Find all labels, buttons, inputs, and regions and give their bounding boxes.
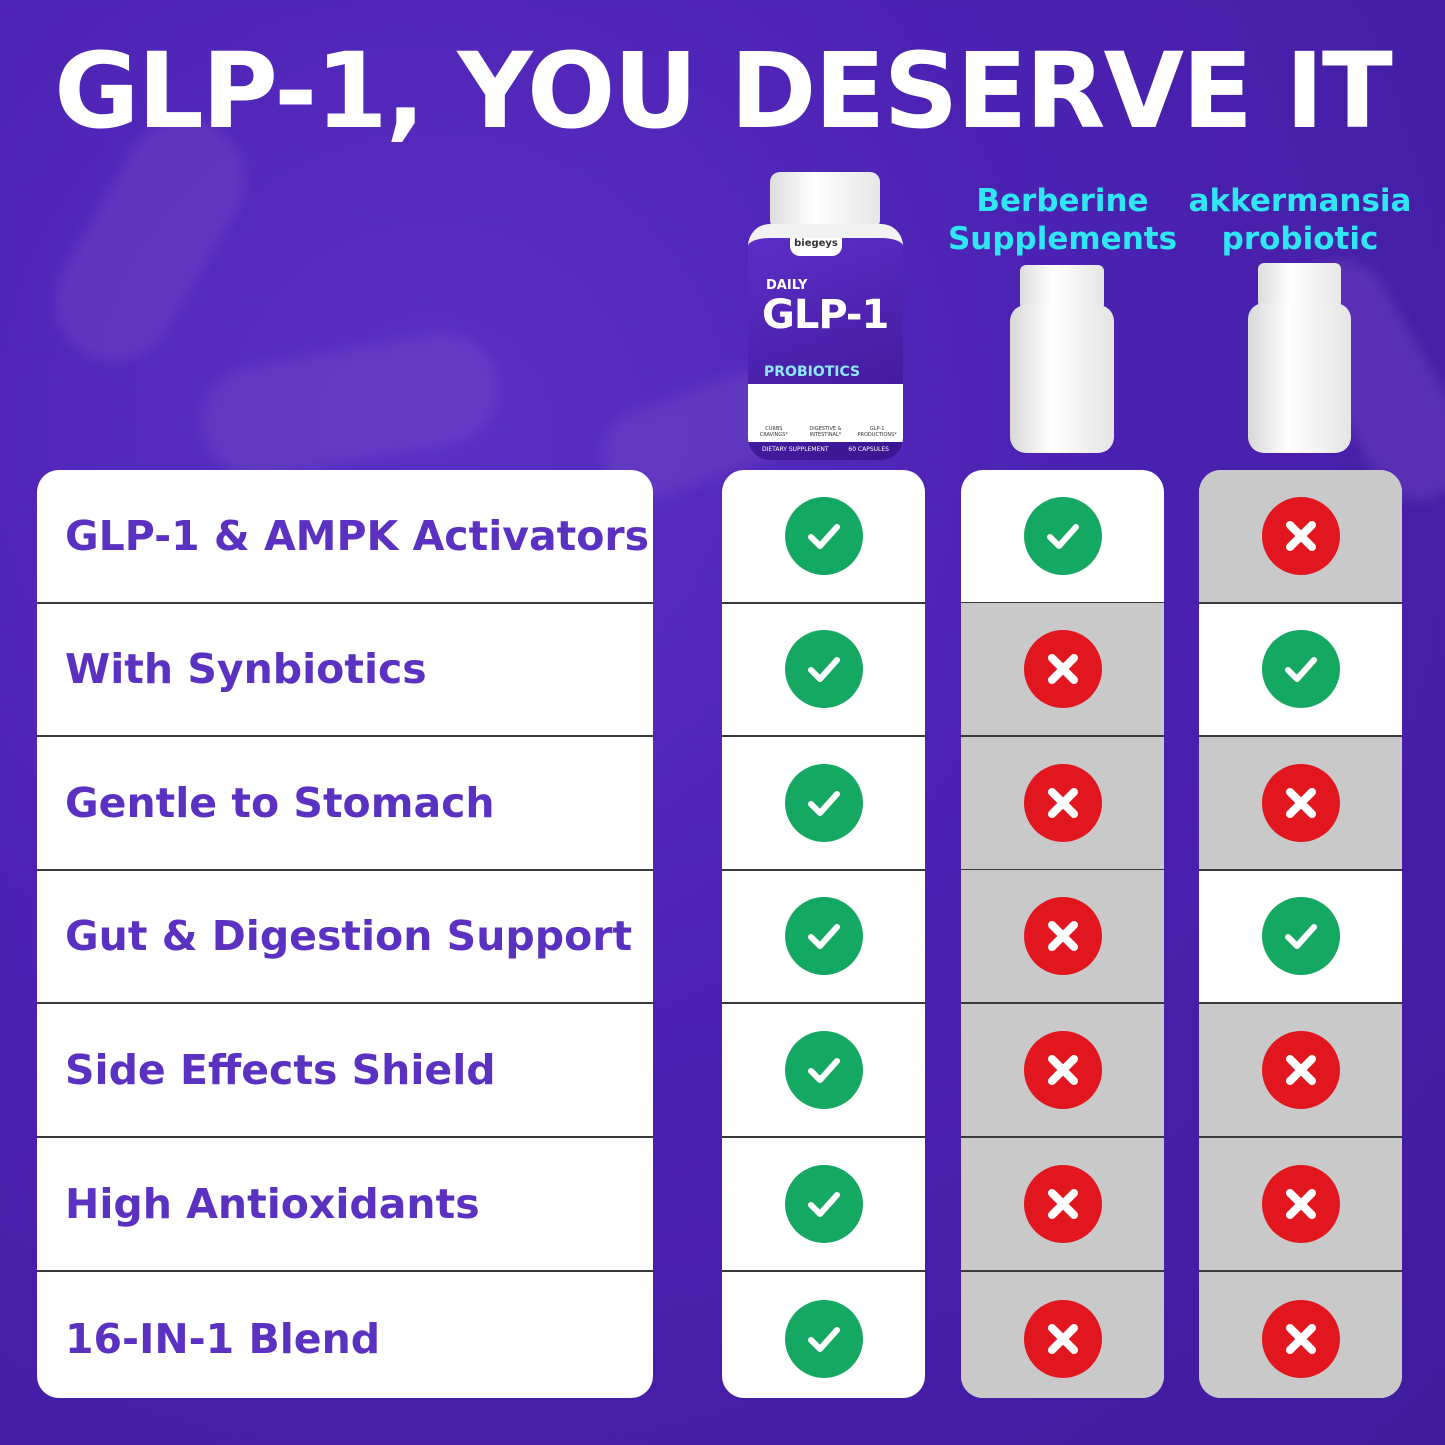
benefit-label: CURBS CRAVINGS* bbox=[759, 426, 788, 438]
feature-list: GLP-1 & AMPK Activators With Synbiotics Ge… bbox=[37, 470, 653, 1398]
cross-icon bbox=[1023, 1165, 1102, 1243]
check-icon bbox=[784, 630, 863, 708]
cell-yes bbox=[722, 1004, 925, 1138]
column-header-berberine: Berberine Supplements bbox=[945, 182, 1180, 258]
feature-row: Gut & Digestion Support bbox=[37, 870, 653, 1004]
check-icon bbox=[784, 897, 863, 975]
cross-icon bbox=[1261, 764, 1340, 842]
cell-no bbox=[961, 603, 1164, 737]
check-icon bbox=[1261, 630, 1340, 708]
cell-no bbox=[1199, 1138, 1402, 1272]
check-icon bbox=[1023, 497, 1102, 575]
feature-row: 16-IN-1 Blend bbox=[65, 1315, 381, 1363]
product-bottle: biegeys DAILY GLP-1 PROBIOTICS CURBS CRA… bbox=[748, 172, 903, 460]
cell-yes bbox=[1199, 870, 1402, 1004]
column-header-akkermansia: akkermansia probiotic bbox=[1185, 182, 1415, 258]
product-line: DAILY bbox=[766, 278, 808, 293]
cell-yes bbox=[722, 1272, 925, 1398]
cross-icon bbox=[1023, 1031, 1102, 1109]
footer-right: 60 CAPSULES bbox=[848, 446, 889, 453]
brand-label: biegeys bbox=[790, 238, 842, 256]
cross-icon bbox=[1023, 897, 1102, 975]
cell-no bbox=[961, 1004, 1164, 1138]
cell-no bbox=[1199, 1272, 1402, 1398]
header-line: Supplements bbox=[947, 221, 1178, 257]
cross-icon bbox=[1023, 764, 1102, 842]
cross-icon bbox=[1023, 1300, 1102, 1378]
column-akkermansia bbox=[1199, 470, 1402, 1398]
cell-yes bbox=[1199, 603, 1402, 737]
feature-row: High Antioxidants bbox=[37, 1138, 653, 1272]
header-line: akkermansia bbox=[1188, 183, 1412, 219]
feature-row: Gentle to Stomach bbox=[37, 737, 653, 871]
generic-bottle-akkermansia bbox=[1248, 263, 1351, 453]
column-glp1 bbox=[722, 470, 925, 1398]
cell-yes bbox=[722, 470, 925, 604]
check-icon bbox=[1261, 897, 1340, 975]
column-berberine bbox=[961, 470, 1164, 1398]
check-icon bbox=[784, 497, 863, 575]
cell-no bbox=[961, 1138, 1164, 1272]
feature-row: With Synbiotics bbox=[37, 603, 653, 737]
benefit-label: GLP-1 PRODUCTIONS* bbox=[857, 426, 897, 438]
cell-no bbox=[1199, 1004, 1402, 1138]
check-icon bbox=[784, 1031, 863, 1109]
header-line: probiotic bbox=[1221, 221, 1379, 257]
cross-icon bbox=[1261, 1300, 1340, 1378]
cell-yes bbox=[722, 870, 925, 1004]
cell-no bbox=[961, 1272, 1164, 1398]
product-name: GLP-1 bbox=[762, 292, 889, 338]
cross-icon bbox=[1023, 630, 1102, 708]
feature-row: Side Effects Shield bbox=[37, 1004, 653, 1138]
cross-icon bbox=[1261, 1165, 1340, 1243]
cross-icon bbox=[1261, 1031, 1340, 1109]
cell-yes bbox=[722, 737, 925, 871]
cell-yes bbox=[961, 470, 1164, 604]
benefit-label: DIGESTIVE & INTESTINAL* bbox=[809, 426, 842, 438]
cell-yes bbox=[722, 603, 925, 737]
footer-left: DIETARY SUPPLEMENT bbox=[762, 446, 829, 453]
check-icon bbox=[784, 1300, 863, 1378]
product-tag: PROBIOTICS bbox=[764, 364, 861, 380]
cross-icon bbox=[1261, 497, 1340, 575]
cell-no bbox=[961, 737, 1164, 871]
background-bacteria bbox=[192, 324, 508, 486]
check-icon bbox=[784, 764, 863, 842]
cell-no bbox=[1199, 737, 1402, 871]
generic-bottle-berberine bbox=[1010, 265, 1114, 453]
feature-row: GLP-1 & AMPK Activators bbox=[37, 470, 653, 604]
cell-no bbox=[1199, 470, 1402, 604]
header-line: Berberine bbox=[976, 183, 1149, 219]
page-title: GLP-1, YOU DESERVE IT bbox=[54, 30, 1393, 152]
cell-no bbox=[961, 870, 1164, 1004]
cell-yes bbox=[722, 1138, 925, 1272]
check-icon bbox=[784, 1165, 863, 1243]
